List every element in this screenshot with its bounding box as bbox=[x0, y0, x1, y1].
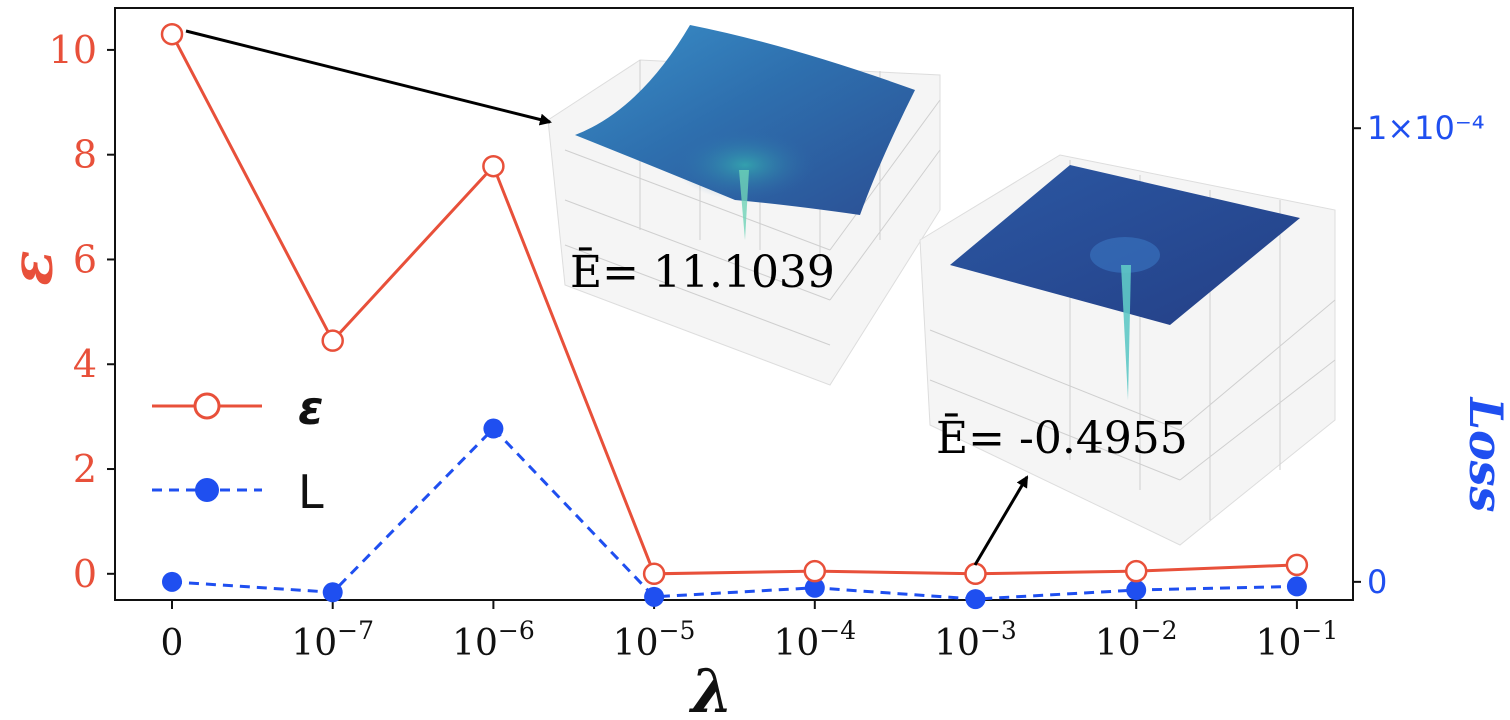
inset-1-energy-label: Ē= 11.1039 bbox=[570, 246, 835, 298]
legend-eps-marker bbox=[193, 392, 221, 420]
y-axis-right-title: Loss bbox=[1459, 396, 1510, 513]
left-tick-label: 10 bbox=[49, 28, 97, 72]
plot-frame bbox=[114, 7, 1354, 601]
inset-2-energy-label: Ē= -0.4955 bbox=[936, 412, 1188, 464]
loss-point bbox=[644, 586, 665, 607]
annotation-arrow-2 bbox=[973, 475, 1029, 566]
epsilon-point bbox=[160, 22, 184, 46]
series-line-epsilon bbox=[170, 33, 1297, 576]
bottom-tick-label: 10−5 bbox=[613, 616, 696, 664]
epsilon-point bbox=[321, 329, 344, 352]
bottom-axis-ticks: 0 10−7 10−6 10−5 10−4 10−3 10−2 10−1 bbox=[161, 600, 1339, 664]
right-axis-ticks: 0 1×10⁻⁴ bbox=[1353, 109, 1485, 601]
loss-point bbox=[804, 577, 825, 598]
epsilon-point bbox=[964, 562, 987, 586]
epsilon-point bbox=[642, 562, 666, 586]
bottom-tick-label: 10−2 bbox=[1095, 616, 1178, 664]
loss-point bbox=[965, 589, 986, 610]
epsilon-point bbox=[1124, 559, 1148, 583]
left-tick-label: 8 bbox=[73, 133, 97, 177]
epsilon-point bbox=[482, 154, 505, 178]
inset-surface-plot-1 bbox=[547, 25, 941, 386]
legend-eps-label: ε bbox=[298, 381, 324, 435]
left-tick-label: 0 bbox=[73, 552, 97, 596]
inset-surface-plot-2 bbox=[919, 154, 1336, 546]
legend: ε L bbox=[152, 381, 324, 519]
loss-point bbox=[483, 418, 504, 439]
annotation-arrow-1 bbox=[185, 29, 552, 126]
left-tick-label: 6 bbox=[73, 237, 97, 281]
bottom-tick-label: 0 bbox=[161, 623, 184, 664]
loss-point bbox=[162, 571, 182, 592]
bottom-tick-label: 10−7 bbox=[291, 616, 374, 664]
legend-loss-marker bbox=[195, 478, 219, 502]
bottom-tick-label: 10−3 bbox=[934, 616, 1017, 664]
bottom-tick-label: 10−1 bbox=[1256, 616, 1339, 664]
bottom-tick-label: 10−6 bbox=[452, 616, 535, 664]
right-tick-label: 0 bbox=[1367, 563, 1387, 601]
loss-point bbox=[1126, 580, 1147, 601]
epsilon-point bbox=[803, 559, 827, 583]
loss-point bbox=[322, 582, 343, 603]
left-tick-label: 2 bbox=[73, 447, 97, 491]
left-tick-label: 4 bbox=[73, 342, 97, 386]
bottom-tick-label: 10−4 bbox=[773, 616, 856, 664]
series-layer bbox=[160, 22, 1309, 610]
legend-loss-label: L bbox=[298, 465, 324, 519]
y-axis-left-title: ε bbox=[0, 250, 66, 285]
left-axis-ticks: 0 2 4 6 8 10 bbox=[49, 28, 115, 596]
loss-point bbox=[1286, 576, 1307, 597]
x-axis-title: λ bbox=[688, 657, 733, 720]
right-tick-label: 1×10⁻⁴ bbox=[1367, 109, 1485, 147]
epsilon-point bbox=[1285, 553, 1309, 577]
series-line-loss bbox=[171, 426, 1297, 601]
